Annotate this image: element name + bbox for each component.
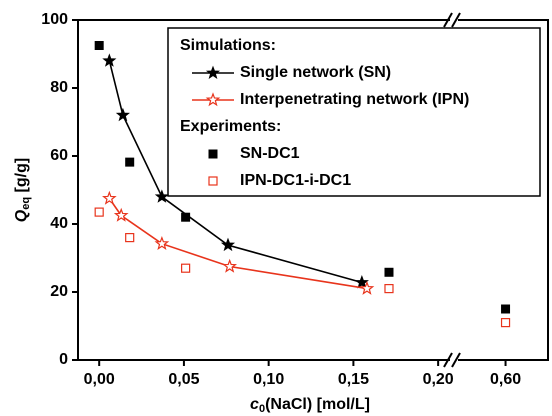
marker bbox=[384, 284, 394, 294]
legend-box bbox=[167, 27, 541, 197]
legend-label: IPN-DC1-i-DC1 bbox=[240, 172, 351, 189]
break-mark bbox=[443, 12, 453, 28]
legend-label: SN-DC1 bbox=[240, 145, 300, 162]
x-label-rest: (NaCl) [mol/L] bbox=[265, 396, 370, 413]
legend-marker bbox=[205, 65, 221, 80]
break-mark bbox=[451, 352, 461, 368]
legend-header: Simulations: bbox=[180, 37, 276, 54]
y-tick-label: 100 bbox=[41, 11, 68, 28]
x-tick-label: 0,05 bbox=[168, 371, 199, 388]
break-mark bbox=[443, 352, 453, 368]
legend-label: Single network (SN) bbox=[240, 64, 391, 81]
legend-marker bbox=[205, 92, 221, 107]
marker bbox=[102, 53, 117, 67]
marker bbox=[154, 189, 169, 203]
y-tick-label: 20 bbox=[50, 283, 68, 300]
marker bbox=[384, 267, 394, 277]
x-tick-label: 0,00 bbox=[84, 371, 115, 388]
y-tick-label: 0 bbox=[59, 351, 68, 368]
y-tick-label: 60 bbox=[50, 147, 68, 164]
marker bbox=[181, 263, 191, 273]
marker bbox=[500, 318, 511, 328]
y-tick-label: 40 bbox=[50, 215, 68, 232]
legend-marker bbox=[208, 176, 218, 186]
marker bbox=[181, 212, 191, 222]
marker bbox=[501, 304, 511, 314]
marker bbox=[94, 207, 104, 217]
legend-header: Experiments: bbox=[180, 118, 281, 135]
marker bbox=[354, 275, 369, 289]
x-label-main: c bbox=[250, 396, 259, 413]
x-label-sub: 0 bbox=[259, 403, 265, 415]
y-axis-label: Qeq [g/g] bbox=[13, 158, 32, 222]
marker bbox=[222, 258, 238, 273]
x-tick-label: 0,10 bbox=[253, 371, 284, 388]
marker bbox=[359, 280, 375, 295]
x-tick-label: 0,15 bbox=[338, 371, 369, 388]
frame bbox=[77, 12, 549, 368]
marker bbox=[113, 207, 129, 222]
marker bbox=[125, 233, 135, 243]
y-tick-label: 80 bbox=[50, 79, 68, 96]
frame-right bbox=[458, 19, 549, 361]
y-label-sub: eq bbox=[20, 197, 32, 210]
marker bbox=[115, 107, 130, 122]
x-tick-label: 0,20 bbox=[423, 371, 454, 388]
legend-marker bbox=[208, 149, 218, 159]
break-mark bbox=[451, 12, 461, 28]
x-tick-label: 0,60 bbox=[490, 371, 521, 388]
y-label-rest: [g/g] bbox=[13, 158, 30, 197]
marker bbox=[125, 157, 135, 167]
marker bbox=[94, 41, 104, 50]
marker bbox=[220, 237, 236, 252]
y-label-main: Q bbox=[13, 209, 30, 222]
series-line bbox=[108, 198, 368, 290]
x-axis-label: c0(NaCl) [mol/L] bbox=[250, 396, 370, 415]
marker bbox=[102, 190, 117, 205]
frame-left bbox=[77, 19, 450, 361]
legend-label: Interpenetrating network (IPN) bbox=[240, 91, 469, 108]
marker bbox=[154, 236, 170, 250]
